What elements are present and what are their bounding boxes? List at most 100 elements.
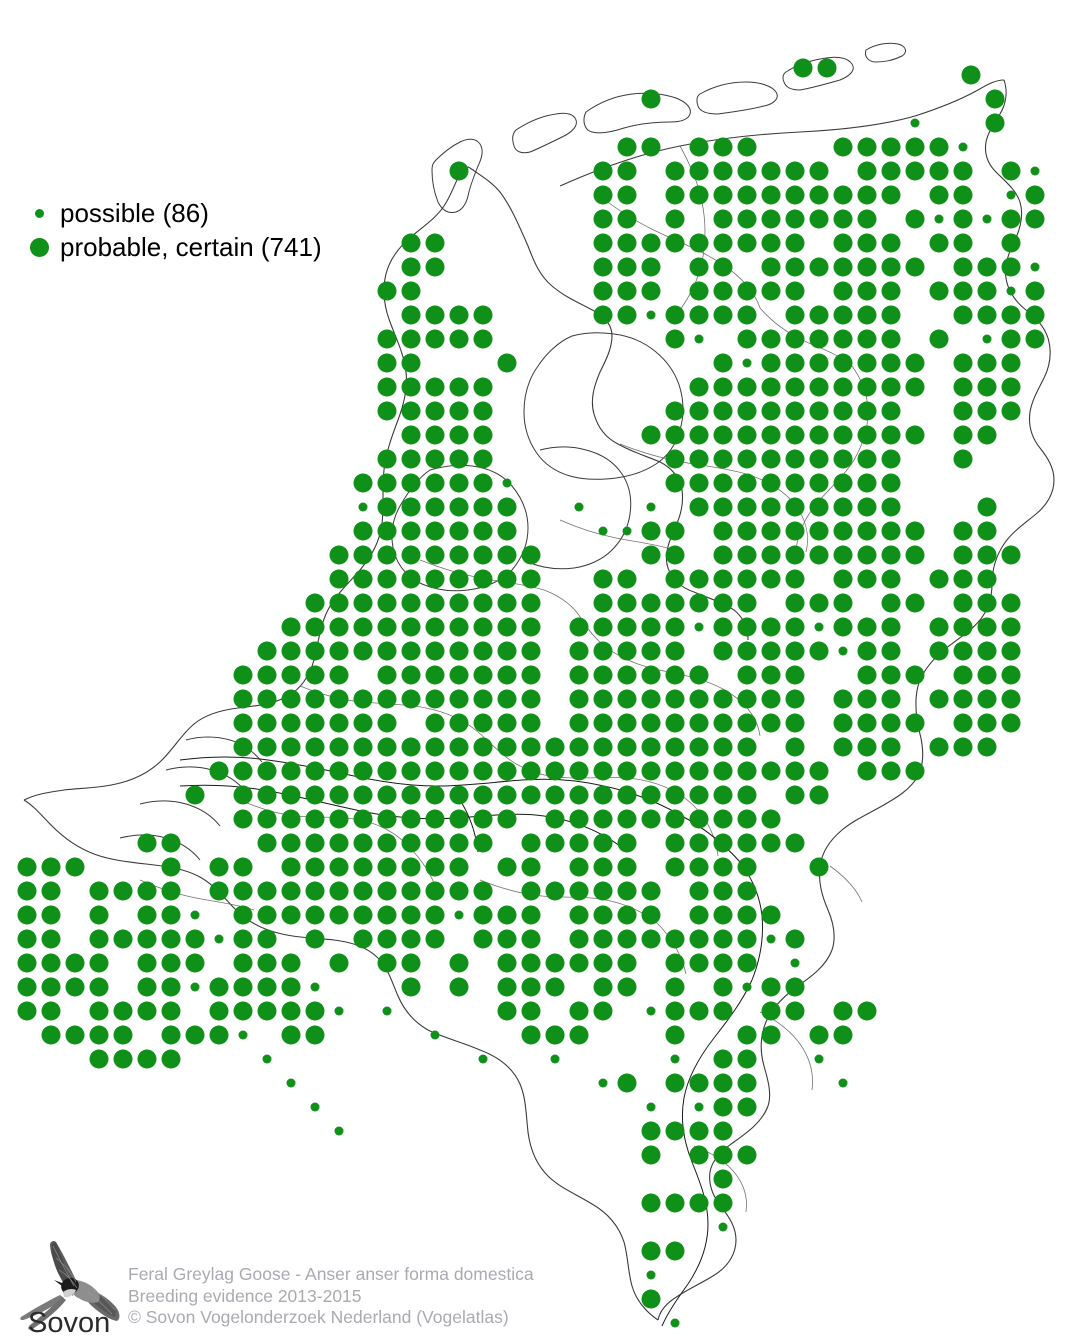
grid-cell-dot-large (377, 809, 397, 829)
grid-cell-dot-large (473, 329, 493, 349)
grid-cell-dot-large (473, 377, 493, 397)
grid-cell-dot-large (809, 857, 829, 877)
grid-cell-dot-large (401, 905, 421, 925)
grid-cell-dot-large (401, 593, 421, 613)
grid-cell-dot-small (910, 142, 920, 152)
grid-cell-dot-large (809, 329, 829, 349)
grid-cell-dot-large (641, 233, 661, 253)
grid-cell-dot-large (689, 953, 709, 973)
grid-cell-dot-large (665, 761, 685, 781)
grid-cell-dot-large (737, 161, 757, 181)
grid-cell-dot-large (857, 545, 877, 565)
grid-cell-dot-large (617, 737, 637, 757)
grid-cell-dot-large (281, 833, 301, 853)
grid-cell-dot-small (478, 622, 488, 632)
grid-cell-dot-large (329, 785, 349, 805)
grid-cell-dot-large (113, 1025, 133, 1045)
grid-cell-dot-small (190, 982, 200, 992)
grid-cell-dot-large (977, 569, 997, 589)
grid-cell-dot-large (401, 857, 421, 877)
grid-cell-dot-large (665, 641, 685, 661)
grid-cell-dot-large (737, 281, 757, 301)
grid-cell-dot-small (262, 958, 272, 968)
grid-cell-dot-large (761, 617, 781, 637)
grid-cell-dot-small (910, 430, 920, 440)
grid-cell-dot-small (718, 1126, 728, 1136)
grid-cell-dot-large (953, 377, 973, 397)
grid-cell-dot-large (305, 665, 325, 685)
grid-cell-dot-large (905, 761, 925, 781)
island-texel (431, 138, 483, 213)
grid-cell-dot-large (497, 545, 517, 565)
grid-cell-dot-small (1030, 262, 1040, 272)
grid-cell-dot-large (953, 185, 973, 205)
grid-cell-dot-large (737, 521, 757, 541)
grid-cell-dot-large (833, 353, 853, 373)
grid-cell-dot-large (569, 737, 589, 757)
grid-cell-dot-small (286, 1078, 296, 1088)
grid-cell-dot-large (473, 593, 493, 613)
groningen-east-border (881, 79, 1055, 807)
grid-cell-dot-large (329, 689, 349, 709)
grid-cell-dot-large (449, 689, 469, 709)
grid-cell-dot-large (425, 881, 445, 901)
grid-cell-dot-large (857, 425, 877, 445)
grid-cell-dot-large (1001, 257, 1021, 277)
grid-cell-dot-large (401, 353, 421, 373)
grid-cell-dot-large (89, 977, 109, 997)
grid-cell-dot-large (737, 833, 757, 853)
grid-cell-dot-large (713, 905, 733, 925)
grid-cell-dot-large (305, 929, 325, 949)
grid-cell-dot-large (689, 809, 709, 829)
grid-cell-dot-large (329, 713, 349, 733)
grid-cell-dot-large (161, 929, 181, 949)
legend-item-possible[interactable]: possible (86) (22, 196, 322, 230)
grid-cell-dot-large (785, 689, 805, 709)
grid-cell-dot-large (425, 593, 445, 613)
grid-cell-dot-large (665, 329, 685, 349)
grid-cell-dot-large (17, 905, 37, 925)
grid-cell-dot-large (1001, 665, 1021, 685)
grid-cell-dot-large (689, 785, 709, 805)
grid-cell-dot-large (737, 929, 757, 949)
grid-cell-dot-large (17, 977, 37, 997)
grid-cell-dot-large (929, 641, 949, 661)
grid-cell-dot-large (641, 641, 661, 661)
grid-cell-dot-large (881, 569, 901, 589)
grid-cell-dot-large (521, 977, 541, 997)
grid-cell-dot-large (521, 593, 541, 613)
grid-cell-dot-large (353, 617, 373, 637)
grid-cell-dot-large (617, 281, 637, 301)
grid-cell-dot-large (905, 257, 925, 277)
grid-cell-dot-large (353, 713, 373, 733)
grid-cell-dot-large (713, 425, 733, 445)
grid-cell-dot-large (233, 737, 253, 757)
grid-cell-dot-large (905, 209, 925, 229)
grid-cell-dot-small (334, 1126, 344, 1136)
grid-cell-dot-large (593, 617, 613, 637)
legend-label-probable-certain: probable, certain (741) (60, 232, 322, 262)
grid-cell-dot-large (929, 689, 949, 709)
grid-cell-dot-large (785, 761, 805, 781)
grid-cell-dot-large (929, 281, 949, 301)
grid-cell-dot-large (737, 593, 757, 613)
grid-cell-dot-large (809, 545, 829, 565)
grid-cell-dot-large (785, 281, 805, 301)
grid-cell-dot-large (689, 881, 709, 901)
grid-cell-dot-large (857, 161, 877, 181)
grid-cell-dot-large (569, 689, 589, 709)
grid-cell-dot-large (329, 569, 349, 589)
grid-cell-dot-large (689, 401, 709, 421)
grid-cell-dot-large (401, 545, 421, 565)
grid-cell-dot-large (617, 785, 637, 805)
grid-cell-dot-large (713, 233, 733, 253)
grid-cell-dot-large (977, 257, 997, 277)
grid-cell-dot-large (425, 497, 445, 517)
grid-cell-dot-large (761, 185, 781, 205)
grid-cell-dot-large (233, 953, 253, 973)
grid-cell-dot-large (449, 401, 469, 421)
legend-item-probable-certain[interactable]: probable, certain (741) (22, 230, 322, 264)
grid-cell-dot-small (478, 1054, 488, 1064)
grid-cell-dot-large (569, 617, 589, 637)
